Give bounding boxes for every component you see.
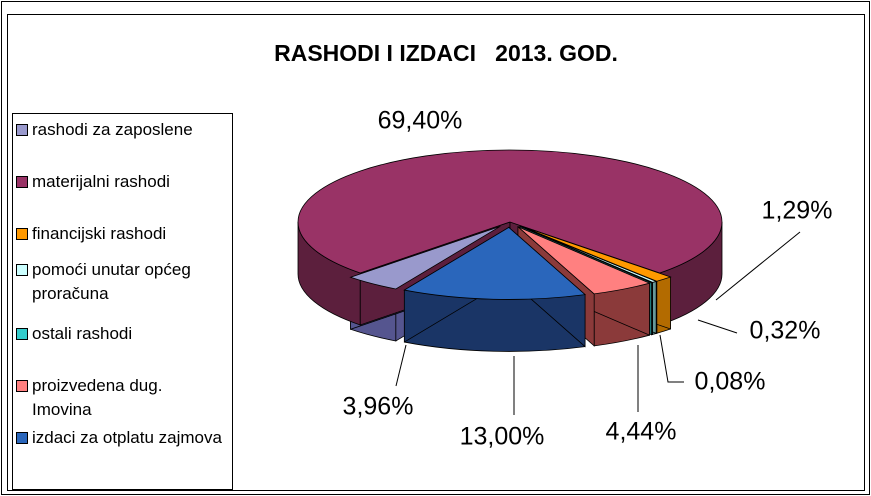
value-label: 69,40% [378, 107, 463, 135]
legend-label: rashodi za zaposlene [32, 120, 193, 139]
value-label: 13,00% [460, 423, 545, 451]
slice-top [349, 225, 501, 290]
legend-label: izdaci za otplatu zajmova [32, 428, 222, 447]
slice-top [519, 225, 654, 284]
legend-swatch [16, 228, 28, 240]
legend-swatch [16, 328, 28, 340]
slice-top [520, 225, 672, 282]
leader-line [697, 319, 738, 334]
value-label: 4,44% [606, 418, 677, 446]
slice-top [297, 149, 723, 274]
legend-swatch [16, 380, 28, 392]
leader-line [659, 334, 684, 383]
legend-label: ostali rashodi [32, 324, 133, 343]
chart-title: RASHODI I IZDACI 2013. GOD. [274, 40, 618, 66]
slice-top [403, 226, 586, 300]
legend-swatch [16, 264, 28, 276]
legend-box [12, 113, 233, 490]
legend-swatch [16, 124, 28, 136]
legend-label: materijalni rashodi [32, 172, 170, 191]
legend-swatch [16, 432, 28, 444]
value-label: 0,08% [695, 368, 766, 396]
slice-top [517, 226, 651, 295]
value-label: 3,96% [343, 393, 414, 421]
legend-label: pomoći unutar općeg proračuna [32, 260, 191, 303]
leader-line [715, 231, 801, 301]
legend-swatch [16, 176, 28, 188]
leader-line [395, 344, 407, 387]
value-label: 1,29% [762, 197, 833, 225]
legend-label: proizvedena dug. Imovina [32, 376, 163, 419]
legend-label: financijski rashodi [32, 224, 167, 243]
value-label: 0,32% [750, 317, 821, 345]
